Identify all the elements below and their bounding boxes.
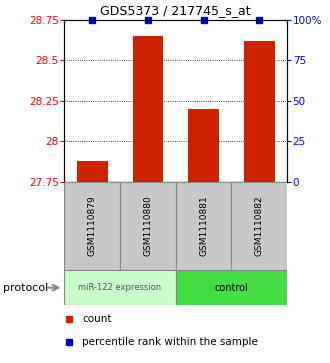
- Bar: [176, 182, 231, 270]
- Text: protocol: protocol: [3, 283, 49, 293]
- Text: miR-122 expression: miR-122 expression: [79, 283, 162, 292]
- Bar: [64, 270, 176, 305]
- Text: GSM1110882: GSM1110882: [255, 196, 264, 256]
- Bar: [120, 182, 176, 270]
- Text: GSM1110881: GSM1110881: [199, 196, 208, 256]
- Bar: [231, 182, 287, 270]
- Bar: [244, 41, 275, 182]
- Bar: [188, 109, 219, 182]
- Text: control: control: [214, 283, 248, 293]
- Bar: [133, 36, 163, 182]
- Text: count: count: [82, 314, 112, 324]
- Text: GSM1110879: GSM1110879: [88, 196, 97, 256]
- Bar: [77, 160, 108, 182]
- Bar: [64, 182, 120, 270]
- Text: GSM1110880: GSM1110880: [143, 196, 152, 256]
- Bar: [176, 270, 287, 305]
- Text: percentile rank within the sample: percentile rank within the sample: [82, 338, 258, 347]
- Title: GDS5373 / 217745_s_at: GDS5373 / 217745_s_at: [100, 4, 251, 17]
